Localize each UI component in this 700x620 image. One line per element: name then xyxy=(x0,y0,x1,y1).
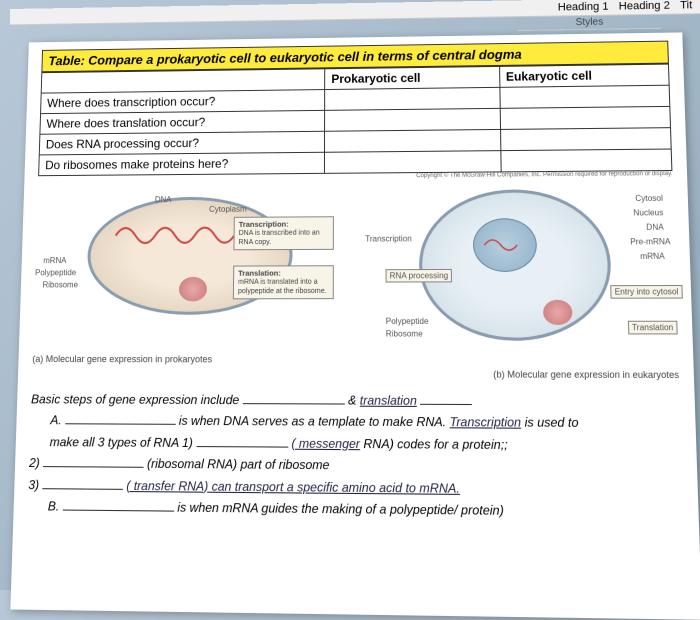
blank[interactable] xyxy=(43,466,144,468)
table-row: Do ribosomes make proteins here? xyxy=(39,152,325,175)
cytoplasm-label: Cytoplasm xyxy=(209,205,247,214)
ribo-rna: (ribosomal RNA) part of ribosome xyxy=(147,456,330,472)
table-row: Where does translation occur? xyxy=(40,110,325,134)
document-page: Table: Compare a prokaryotic cell to euk… xyxy=(10,32,700,619)
messenger-given: ( messenger xyxy=(291,436,360,451)
translation-box: Translation: mRNA is translated into a p… xyxy=(233,265,334,299)
num3: 3) xyxy=(28,477,39,492)
diagram-area: DNA Cytoplasm mRNA Polypeptide Ribosome … xyxy=(32,183,678,361)
transcription-label: Transcription xyxy=(365,234,412,243)
compare-table: Prokaryotic cell Eukaryotic cell Where d… xyxy=(38,64,672,177)
translation-given: translation xyxy=(360,393,417,408)
prok-caption: (a) Molecular gene expression in prokary… xyxy=(32,354,212,365)
blank[interactable] xyxy=(420,404,472,405)
blank[interactable] xyxy=(62,509,173,511)
transcription-body: DNA is transcribed into an RNA copy. xyxy=(238,230,319,246)
dna-icon xyxy=(473,219,535,271)
blank[interactable] xyxy=(65,424,175,426)
premrna-label: Pre-mRNA xyxy=(630,237,671,247)
transcription-given: Transcription xyxy=(450,415,522,430)
ribosome-icon xyxy=(542,300,572,325)
dna-label: DNA xyxy=(155,195,172,204)
col-eukaryotic: Eukaryotic cell xyxy=(499,64,669,87)
rna-processing-label: RNA processing xyxy=(386,269,453,283)
blank[interactable] xyxy=(196,446,288,448)
a-label: A. xyxy=(50,413,62,428)
transcription-title: Transcription: xyxy=(239,220,289,229)
ribosome-icon xyxy=(178,277,206,302)
mrna-label: mRNA xyxy=(43,256,66,265)
translation-body: mRNA is translated into a polypeptide at… xyxy=(238,279,327,295)
polypeptide-label: Polypeptide xyxy=(35,268,76,277)
title-style[interactable]: Tit xyxy=(680,0,692,11)
amp: & xyxy=(348,393,356,408)
heading2-style[interactable]: Heading 2 xyxy=(619,0,670,12)
mrna-label: mRNA xyxy=(640,252,665,261)
msg-rna2: RNA) codes for a protein;; xyxy=(363,436,507,452)
eukaryote-cell-shape xyxy=(418,189,612,341)
line3: make all 3 types of RNA 1) xyxy=(50,434,193,450)
heading1-style[interactable]: Heading 1 xyxy=(558,1,609,14)
trna-given: ( transfer RNA) can transport a specific… xyxy=(126,478,460,496)
num2: 2) xyxy=(29,456,40,471)
line2a: is when DNA serves as a template to make… xyxy=(179,414,447,430)
b-text: is when mRNA guides the making of a poly… xyxy=(177,500,504,518)
ribosome-label: Ribosome xyxy=(42,280,78,289)
blank[interactable] xyxy=(42,488,123,490)
nucleus-label: Nucleus xyxy=(633,208,663,217)
prokaryote-diagram: DNA Cytoplasm mRNA Polypeptide Ribosome … xyxy=(32,186,345,361)
styles-group-label: Styles xyxy=(518,15,662,31)
line2b: is used to xyxy=(524,415,578,430)
cytosol-label: Cytosol xyxy=(635,194,663,203)
nucleus-shape xyxy=(472,218,537,272)
dna-icon xyxy=(110,215,250,256)
dna-label: DNA xyxy=(646,223,664,232)
translation-label: Translation xyxy=(628,321,678,335)
entry-cytosol-label: Entry into cytosol xyxy=(610,285,683,299)
euk-caption: (b) Molecular gene expression in eukaryo… xyxy=(493,369,679,380)
polypeptide-label: Polypeptide xyxy=(386,317,429,326)
intro-text: Basic steps of gene expression include xyxy=(31,392,239,407)
translation-title: Translation: xyxy=(238,268,281,277)
table-row: Does RNA processing occur? xyxy=(39,131,325,155)
transcription-box: Transcription: DNA is transcribed into a… xyxy=(233,216,333,250)
col-prokaryotic: Prokaryotic cell xyxy=(325,66,500,89)
b-label: B. xyxy=(48,499,60,514)
ribosome-label: Ribosome xyxy=(386,329,423,338)
fill-in-section: Basic steps of gene expression include &… xyxy=(27,389,683,524)
eukaryote-diagram: Cytosol Nucleus DNA Pre-mRNA mRNA Transc… xyxy=(355,183,679,361)
blank[interactable] xyxy=(243,403,345,404)
